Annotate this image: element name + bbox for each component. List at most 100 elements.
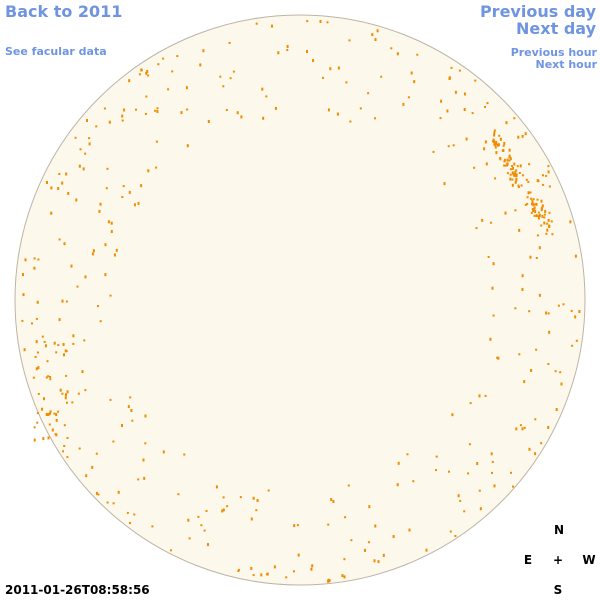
facular-point	[547, 218, 550, 222]
facular-point	[413, 80, 416, 84]
facular-point	[327, 108, 330, 112]
facular-point	[109, 294, 112, 297]
facular-point	[513, 173, 516, 177]
facular-point	[489, 337, 492, 341]
facular-point	[485, 162, 488, 166]
facular-point	[63, 424, 66, 427]
facular-point	[185, 86, 188, 90]
facular-point	[229, 77, 232, 80]
facular-point	[540, 199, 543, 203]
previous-hour-link[interactable]: Previous hour	[511, 46, 598, 59]
facular-point	[510, 471, 512, 474]
facular-point	[222, 85, 225, 88]
facular-point	[112, 502, 115, 505]
compass-north: N	[554, 523, 564, 537]
facular-point	[528, 163, 531, 166]
facular-point	[207, 543, 209, 547]
facular-point	[537, 215, 540, 218]
compass-center: +	[553, 553, 563, 567]
facular-point	[64, 394, 67, 396]
facular-point	[142, 458, 145, 462]
facular-point	[37, 258, 40, 261]
next-hour-link[interactable]: Next hour	[536, 58, 598, 71]
facular-point	[140, 68, 143, 72]
facular-point	[490, 452, 493, 456]
facular-point	[51, 428, 54, 432]
back-link[interactable]: Back to 2011	[5, 2, 122, 21]
compass-west: W	[582, 553, 595, 567]
facular-point	[336, 112, 339, 116]
facular-point	[85, 474, 88, 478]
facular-point	[274, 106, 277, 110]
facular-point	[122, 185, 125, 188]
facular-point	[535, 348, 538, 351]
facular-point	[239, 496, 242, 499]
facular-point	[37, 392, 40, 395]
facular-point	[344, 516, 347, 519]
facular-point	[329, 67, 332, 71]
facular-point	[443, 182, 446, 186]
facular-point	[545, 174, 548, 177]
facular-point	[408, 528, 411, 532]
facular-point	[406, 453, 409, 456]
facular-point	[432, 150, 435, 153]
facular-point	[104, 243, 107, 247]
facular-point	[476, 462, 479, 465]
facular-point	[514, 170, 517, 174]
facular-point	[519, 164, 522, 168]
facular-point	[98, 209, 101, 213]
facular-point	[534, 452, 537, 456]
facular-point	[505, 121, 508, 125]
facular-point	[347, 484, 350, 487]
facular-point	[296, 524, 299, 527]
facular-point	[547, 170, 550, 174]
facular-point	[491, 460, 494, 463]
facular-point	[32, 376, 35, 379]
facular-point	[529, 255, 532, 259]
facular-point	[332, 500, 335, 503]
facular-point	[123, 108, 126, 112]
facular-point	[144, 414, 147, 418]
facular-point	[348, 39, 351, 42]
facular-point	[544, 210, 547, 213]
facular-point	[495, 140, 498, 144]
facular-point	[541, 204, 544, 208]
facular-point	[97, 493, 100, 496]
facular-point	[494, 146, 497, 149]
facular-point	[531, 199, 534, 203]
facular-point	[486, 102, 489, 105]
facular-point	[84, 152, 87, 155]
facular-point	[297, 553, 300, 557]
previous-day-link[interactable]: Previous day	[480, 2, 597, 21]
facular-point	[49, 376, 52, 378]
facular-point	[449, 530, 452, 533]
facular-point	[36, 412, 39, 415]
facular-point	[84, 389, 87, 392]
facular-point	[63, 445, 66, 447]
facular-point	[516, 165, 519, 168]
facular-point	[517, 184, 520, 187]
facular-point	[262, 116, 265, 120]
facular-point	[138, 73, 141, 76]
facular-point	[521, 287, 524, 291]
facular-point	[359, 107, 362, 110]
facular-point	[532, 208, 535, 212]
facular-point	[501, 149, 504, 152]
facular-point	[205, 510, 208, 512]
facular-point	[106, 501, 109, 504]
next-day-link[interactable]: Next day	[516, 19, 597, 38]
facular-point	[454, 90, 457, 94]
facular-point	[66, 390, 69, 394]
facular-point	[496, 356, 499, 359]
facular-link[interactable]: See facular data	[5, 45, 107, 58]
facular-point	[523, 380, 526, 384]
facular-point	[286, 45, 289, 48]
facular-point	[222, 496, 225, 499]
facular-point	[77, 392, 80, 395]
facular-point	[33, 426, 36, 429]
facular-point	[45, 344, 47, 348]
facular-point	[380, 75, 383, 78]
facular-point	[215, 485, 218, 489]
facular-point	[104, 273, 107, 277]
facular-point	[515, 173, 518, 177]
